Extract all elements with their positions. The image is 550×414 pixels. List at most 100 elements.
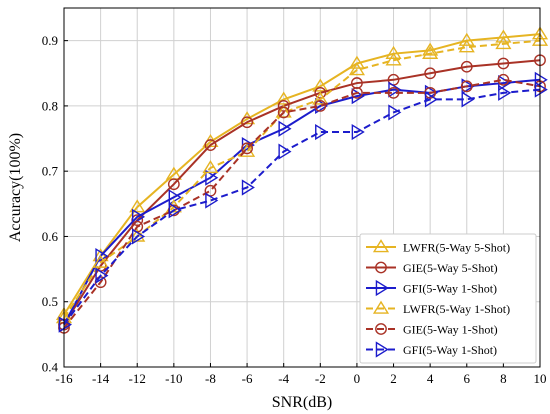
x-tick-label: -12 bbox=[129, 371, 146, 386]
legend: LWFR(5-Way 5-Shot) GIE(5-Way 5-Shot) GFI(5… bbox=[359, 233, 537, 364]
legend-label: GIE(5-Way 5-Shot) bbox=[403, 261, 498, 275]
data-point-circle bbox=[460, 60, 473, 73]
data-point-triangle-up bbox=[422, 45, 439, 59]
data-point-triangle-up bbox=[202, 160, 219, 174]
legend-entry: GIE(5-Way 5-Shot) bbox=[366, 261, 498, 275]
data-point-triangle-right bbox=[315, 123, 329, 141]
legend-marker bbox=[375, 279, 389, 297]
data-point-triangle-up bbox=[458, 39, 475, 53]
x-tick-label: 10 bbox=[534, 371, 547, 386]
legend-entry: GIE(5-Way 1-Shot) bbox=[366, 323, 498, 337]
data-point-triangle-up bbox=[92, 254, 109, 268]
x-tick-label: -6 bbox=[242, 371, 253, 386]
data-point-circle bbox=[167, 178, 180, 191]
data-point-triangle-right bbox=[131, 208, 146, 225]
legend-marker bbox=[375, 341, 389, 358]
legend-label: LWFR(5-Way 1-Shot) bbox=[403, 302, 510, 316]
x-tick-label: 8 bbox=[500, 371, 507, 386]
x-tick-label: -10 bbox=[165, 371, 182, 386]
data-point-triangle-right bbox=[168, 202, 182, 219]
data-point-triangle-up bbox=[312, 78, 329, 92]
data-point-circle bbox=[277, 100, 290, 112]
data-point-triangle-up bbox=[385, 45, 402, 59]
x-tick-label: -16 bbox=[55, 371, 73, 386]
data-point-circle bbox=[314, 86, 327, 99]
data-point-triangle-right bbox=[461, 91, 475, 108]
series-line bbox=[63, 78, 541, 326]
data-point-triangle-right bbox=[131, 228, 146, 245]
data-point-triangle-up bbox=[275, 91, 292, 105]
y-tick-label: 0.9 bbox=[42, 33, 58, 48]
series-line bbox=[63, 78, 541, 329]
data-point-circle bbox=[497, 57, 510, 70]
legend-label: GFI(5-Way 1-Shot) bbox=[403, 343, 497, 357]
data-point-circle bbox=[387, 86, 400, 99]
data-point-triangle-up bbox=[385, 52, 402, 66]
data-point-triangle-right bbox=[388, 104, 402, 121]
data-point-triangle-up bbox=[458, 32, 475, 46]
legend-entry: LWFR(5-Way 5-Shot) bbox=[366, 239, 510, 255]
data-point-triangle-right bbox=[205, 192, 219, 209]
data-point-triangle-up bbox=[238, 143, 256, 157]
legend-marker bbox=[375, 261, 387, 274]
x-tick-label: 2 bbox=[390, 371, 397, 386]
data-point-triangle-up bbox=[129, 199, 146, 213]
data-point-circle bbox=[497, 73, 510, 86]
data-point-triangle-right bbox=[534, 81, 548, 98]
y-tick-label: 0.8 bbox=[42, 98, 58, 113]
data-point-triangle-up bbox=[312, 91, 329, 105]
data-point-triangle-right bbox=[168, 189, 182, 206]
data-point-triangle-up bbox=[495, 29, 512, 43]
series-5 bbox=[58, 81, 548, 333]
plot-frame bbox=[63, 7, 541, 368]
legend-marker bbox=[375, 323, 387, 335]
series-line bbox=[63, 39, 541, 319]
legend-marker bbox=[372, 300, 390, 314]
legend-label: GIE(5-Way 1-Shot) bbox=[403, 323, 498, 337]
data-point-triangle-right bbox=[241, 179, 255, 196]
x-tick-label: -14 bbox=[92, 371, 110, 386]
y-axis-label: Accuracy(100%) bbox=[7, 133, 24, 242]
x-axis-label: SNR(dB) bbox=[272, 394, 332, 411]
data-point-circle bbox=[351, 86, 363, 99]
data-point-triangle-right bbox=[351, 123, 365, 141]
data-point-circle bbox=[314, 100, 327, 112]
x-tick-label: -4 bbox=[278, 371, 289, 386]
data-point-triangle-up bbox=[422, 42, 439, 56]
x-tick-label: -8 bbox=[205, 371, 216, 386]
data-point-circle bbox=[241, 116, 253, 129]
data-point-triangle-up bbox=[348, 62, 366, 76]
data-point-circle bbox=[241, 142, 253, 155]
y-tick-label: 0.7 bbox=[42, 164, 59, 179]
data-point-circle bbox=[277, 106, 290, 119]
legend-entry: LWFR(5-Way 1-Shot) bbox=[366, 300, 510, 316]
data-point-triangle-right bbox=[95, 247, 109, 265]
data-point-triangle-right bbox=[278, 120, 292, 137]
x-tick-label: -2 bbox=[315, 371, 326, 386]
x-tick-label: 6 bbox=[464, 371, 471, 386]
series-line bbox=[63, 33, 541, 316]
legend-label: LWFR(5-Way 5-Shot) bbox=[403, 241, 510, 255]
data-point-triangle-up bbox=[348, 55, 366, 69]
x-tick-label: 4 bbox=[427, 371, 434, 386]
data-point-triangle-right bbox=[278, 143, 292, 160]
legend-marker bbox=[372, 239, 390, 253]
legend-entry: GFI(5-Way 1-Shot) bbox=[366, 279, 497, 297]
data-point-triangle-right bbox=[58, 316, 72, 333]
legend-label: GFI(5-Way 1-Shot) bbox=[403, 282, 497, 296]
y-tick-label: 0.5 bbox=[42, 294, 58, 309]
legend-box bbox=[359, 233, 537, 364]
data-point-triangle-right bbox=[534, 71, 548, 88]
data-point-triangle-up bbox=[495, 36, 512, 50]
y-tick-label: 0.4 bbox=[42, 360, 59, 375]
series-line bbox=[63, 88, 541, 326]
legend-entry: GFI(5-Way 1-Shot) bbox=[366, 341, 497, 358]
data-point-circle bbox=[460, 80, 473, 93]
data-point-circle bbox=[204, 139, 217, 151]
data-point-triangle-right bbox=[205, 169, 219, 186]
axis-ticks: -16 -14 -12 -10 -8 -6 -4 -2 0 2 4 6 8 10 0.4 0.5 0.6 0.7 0… bbox=[42, 33, 547, 386]
data-point-circle bbox=[424, 67, 437, 80]
y-tick-label: 0.6 bbox=[42, 229, 59, 244]
data-point-triangle-right bbox=[95, 267, 109, 284]
